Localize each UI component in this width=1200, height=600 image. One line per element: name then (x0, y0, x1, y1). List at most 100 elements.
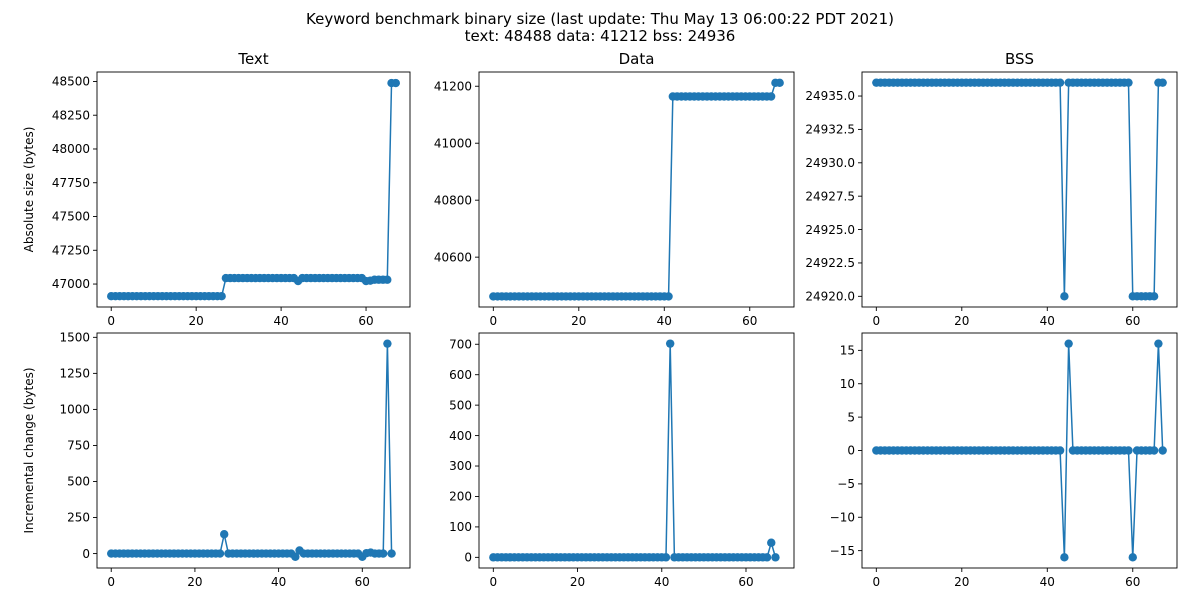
data-point (220, 530, 229, 539)
y-tick-label: −10 (830, 510, 855, 524)
y-tick-label: 40800 (434, 193, 472, 207)
data-point (1149, 446, 1159, 455)
y-tick-label: 41000 (434, 136, 472, 150)
x-tick-label: 20 (954, 575, 969, 589)
y-axis-label: Absolute size (bytes) (22, 127, 36, 253)
y-tick-label: −15 (830, 544, 855, 558)
data-point (391, 78, 400, 88)
plot-frame (96, 71, 411, 308)
subplot-text-absolute: 0 20 40 60 47000 47250 47500 47750 48000 48250 485… (22, 50, 411, 328)
y-tick-label: 600 (449, 368, 472, 382)
data-point (664, 292, 673, 301)
y-tick-label: 48250 (52, 108, 90, 122)
y-tick-label: 0 (847, 444, 855, 458)
plot-frame (96, 332, 411, 569)
y-tick-label: 700 (449, 337, 472, 351)
x-tick-label: 40 (1040, 314, 1055, 328)
x-tick-label: 60 (738, 575, 753, 589)
x-tick-label: 60 (358, 314, 373, 328)
y-tick-label: 47000 (52, 277, 90, 291)
y-tick-label: 200 (449, 490, 472, 504)
x-tick-label: 60 (1125, 314, 1140, 328)
series-line (111, 82, 396, 297)
x-tick-label: 40 (657, 314, 672, 328)
series-line (111, 343, 393, 558)
x-tick-label: 60 (742, 314, 757, 328)
data-point (1158, 78, 1167, 87)
x-tick-label: 20 (187, 575, 202, 589)
y-tick-label: 1250 (59, 367, 90, 381)
x-tick-label: 0 (872, 575, 880, 589)
y-tick-label: 250 (67, 511, 90, 525)
data-point (767, 538, 776, 547)
data-point (1149, 292, 1159, 301)
y-tick-label: 41200 (434, 79, 472, 93)
x-tick-label: 0 (489, 314, 497, 328)
y-tick-label: 500 (449, 398, 472, 412)
y-tick-label: 300 (449, 459, 472, 473)
y-tick-label: 24920.0 (805, 290, 855, 304)
data-point (1128, 553, 1137, 562)
figure-title: Keyword benchmark binary size (last upda… (306, 10, 894, 28)
data-point (1124, 446, 1133, 455)
x-tick-label: 40 (271, 575, 286, 589)
data-point (383, 275, 392, 284)
series-line (493, 82, 780, 298)
y-tick-label: 24932.5 (805, 123, 855, 137)
y-tick-label: 400 (449, 429, 472, 443)
x-tick-label: 0 (107, 575, 115, 589)
y-tick-label: 24927.5 (805, 189, 855, 203)
data-point (661, 553, 671, 562)
x-tick-label: 40 (1040, 575, 1055, 589)
data-point (1055, 78, 1065, 87)
data-point (665, 339, 675, 348)
data-point (1060, 292, 1069, 301)
x-tick-label: 20 (189, 314, 204, 328)
y-tick-label: 47750 (52, 176, 90, 190)
x-tick-label: 20 (571, 314, 586, 328)
data-point (762, 553, 772, 562)
y-tick-label: 5 (847, 410, 855, 424)
data-point (291, 552, 300, 561)
subplot-title: BSS (1005, 50, 1034, 68)
y-tick-label: 47250 (52, 243, 90, 257)
y-tick-label: −5 (837, 477, 855, 491)
subplot-title: Data (619, 50, 655, 68)
series-line (493, 343, 777, 559)
series-line (876, 81, 1163, 298)
data-point (1064, 339, 1073, 348)
x-tick-label: 0 (107, 314, 115, 328)
y-tick-label: 15 (840, 344, 855, 358)
y-tick-label: 48500 (52, 75, 90, 89)
data-point (215, 549, 225, 558)
y-tick-label: 40600 (434, 250, 472, 264)
x-tick-label: 20 (570, 575, 585, 589)
y-tick-label: 24922.5 (805, 256, 855, 270)
data-point (379, 549, 388, 558)
data-point (217, 292, 226, 301)
plot-frame (861, 71, 1178, 308)
subplot-bss-incremental: 0 20 40 60 −15 −10 −5 0 5 10 15 (830, 332, 1178, 589)
figure-subtitle: text: 48488 data: 41212 bss: 24936 (465, 27, 736, 45)
subplot-bss-absolute: 0 20 40 60 24920.0 24922.5 24925.0 24927.5 24930… (805, 50, 1178, 328)
x-tick-label: 20 (954, 314, 969, 328)
y-tick-label: 750 (67, 439, 90, 453)
y-tick-label: 10 (840, 377, 855, 391)
x-tick-label: 0 (872, 314, 880, 328)
x-tick-label: 40 (273, 314, 288, 328)
y-tick-label: 1000 (59, 403, 90, 417)
data-point (383, 339, 392, 348)
data-point (1154, 339, 1163, 348)
plot-frame (478, 332, 795, 569)
y-tick-label: 100 (449, 520, 472, 534)
data-point (1055, 446, 1065, 455)
data-point (387, 549, 396, 558)
x-tick-label: 0 (489, 575, 497, 589)
data-point (1158, 446, 1167, 455)
data-point (1124, 78, 1133, 87)
y-tick-label: 24930.0 (805, 156, 855, 170)
y-tick-label: 0 (464, 551, 472, 565)
y-tick-label: 1500 (59, 331, 90, 345)
